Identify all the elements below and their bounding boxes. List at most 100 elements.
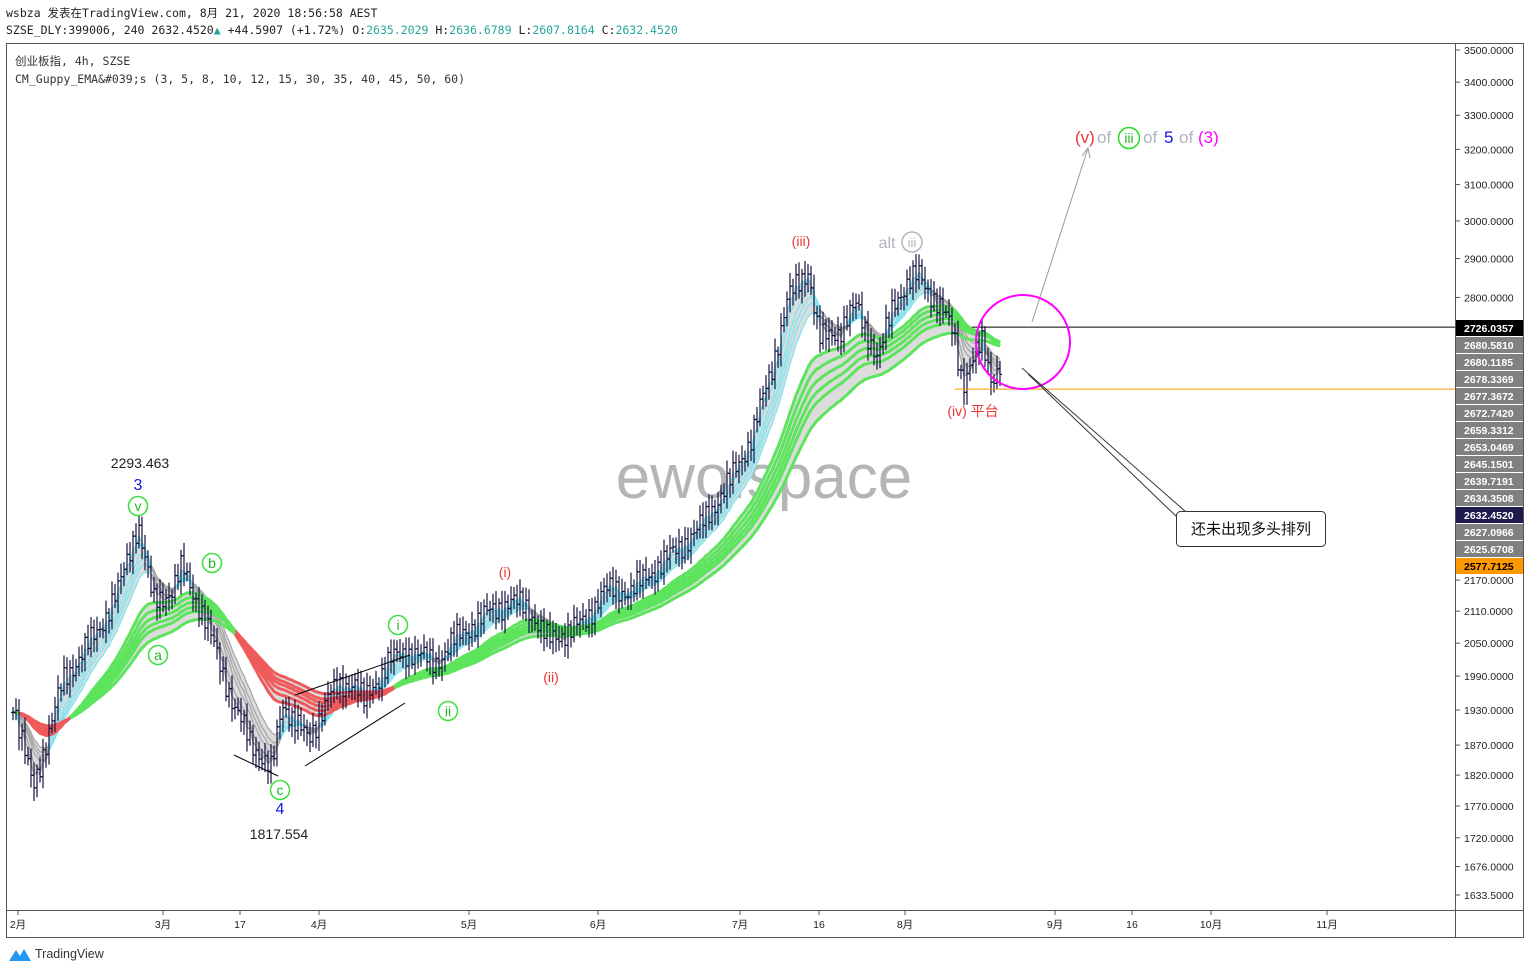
- price-tick-label: 2900.0000: [1464, 254, 1514, 266]
- time-tick-label: 11月: [1316, 919, 1337, 931]
- price-tick-label: 2800.0000: [1464, 292, 1514, 304]
- arrow-head-icon: [1081, 146, 1091, 159]
- price-tick-label: 3100.0000: [1464, 180, 1514, 192]
- wave-ii-circle: [437, 700, 459, 722]
- wedge-upper-line[interactable]: [294, 654, 411, 696]
- price-label: 2677.3672: [1464, 391, 1514, 403]
- ema-12-line: [444, 605, 530, 660]
- high-label: H:: [435, 23, 450, 37]
- tradingview-logo-icon: [9, 949, 31, 961]
- price-label-bg: [1456, 507, 1523, 523]
- time-tick-label: 16: [1126, 919, 1138, 931]
- last-price: 2632.4520: [151, 23, 214, 37]
- ema-5-line: [444, 598, 530, 659]
- price-tick-label: 2110.0000: [1464, 606, 1513, 618]
- author-text: wsbza 发表在TradingView.com, 8月 21, 2020 18…: [6, 6, 378, 20]
- highlight-circle[interactable]: [975, 294, 1071, 390]
- peak-value: 2293.463: [111, 455, 170, 471]
- price-label: 2577.7125: [1464, 561, 1514, 573]
- alt-label: alt: [879, 235, 896, 252]
- ema-40-line: [393, 312, 1001, 690]
- time-tick-label: 3月: [155, 919, 171, 931]
- alt-iii-circle: [901, 231, 923, 253]
- horizontal-lines[interactable]: [955, 326, 1455, 390]
- long-ema-fill: [13, 305, 1000, 736]
- wave-ii-circled-label: ii: [445, 703, 451, 719]
- ema-15-line: [819, 316, 848, 329]
- indicator-legend[interactable]: CM_Guppy_EMA&#039;s (3, 5, 8, 10, 12, 15…: [15, 72, 466, 86]
- up-triangle-icon: ▲: [213, 23, 221, 37]
- tradingview-logo[interactable]: TradingView: [8, 946, 104, 962]
- target-5: 5: [1164, 128, 1173, 147]
- price-tick-label: 3400.0000: [1464, 77, 1514, 89]
- time-tick-label: 5月: [461, 919, 477, 931]
- time-tick-label: 10月: [1200, 919, 1222, 931]
- wave-c-circle: [269, 779, 291, 801]
- ema-15-line: [18, 714, 50, 750]
- ohlc-bar: [998, 360, 1002, 387]
- target-of-3: of: [1179, 128, 1193, 147]
- ema-8-line: [366, 653, 434, 693]
- chart-frame: [6, 43, 1524, 938]
- ema-10-line: [48, 558, 152, 751]
- price-tick-label: 3500.0000: [1464, 45, 1514, 57]
- callout-box[interactable]: [1176, 511, 1326, 547]
- price-label-bg: [1456, 388, 1523, 404]
- callout-text: 还未出现多头排列: [1191, 521, 1311, 538]
- callout-pointer-2: [1027, 373, 1179, 519]
- ema-15-line: [573, 312, 821, 630]
- price-label: 2678.3369: [1464, 374, 1514, 386]
- ema-35-line: [393, 308, 1001, 689]
- author-line: wsbza 发表在TradingView.com, 8月 21, 2020 18…: [6, 5, 377, 21]
- time-tick-label: 7月: [732, 919, 748, 931]
- symbol: SZSE_DLY:399006, 240: [6, 23, 145, 37]
- time-tick-label: 16: [813, 919, 825, 931]
- trendline[interactable]: [233, 754, 279, 777]
- chart-title: 创业板指, 4h, SZSE: [15, 54, 131, 68]
- ema-60-line: [393, 331, 1001, 689]
- price-tick-label: 1633.5000: [1464, 890, 1514, 902]
- target-of-2: of: [1143, 128, 1157, 147]
- ema-15-line: [48, 571, 152, 747]
- guppy-ema-ribbons: [12, 270, 1001, 777]
- time-axis[interactable]: 2月 3月 17 4月 5月 6月 7月 16 8月 9月 16 10月 11月: [10, 910, 1338, 931]
- target-arrow[interactable]: [1031, 147, 1089, 323]
- ema-8-line: [885, 282, 932, 337]
- price-label: 2625.6708: [1464, 544, 1514, 556]
- callout-pointer-1: [1021, 367, 1187, 513]
- drawings[interactable]: [233, 146, 1326, 777]
- price-tick-label: 1676.0000: [1464, 862, 1514, 874]
- price-axis[interactable]: 3500.0000 3400.0000 3300.0000 3200.0000 3100…: [1455, 45, 1523, 902]
- price-label-bg: [1456, 490, 1523, 506]
- wave-iv-label: (iv) 平台: [947, 403, 998, 419]
- price-label-bg: [1456, 354, 1523, 370]
- wave-i-circled-label: i: [396, 617, 399, 633]
- price-tick-label: 1770.0000: [1464, 801, 1514, 813]
- time-tick-label: 2月: [10, 919, 26, 931]
- brand-name: TradingView: [35, 947, 104, 961]
- wave-b-label: b: [208, 555, 216, 571]
- target-3: (3): [1198, 128, 1219, 147]
- wedge-lower-line[interactable]: [304, 702, 406, 767]
- price-label-bg: [1456, 405, 1523, 421]
- price-label: 2680.5810: [1464, 340, 1514, 352]
- wave-c-label: c: [277, 782, 284, 798]
- alt-iii-label: iii: [908, 235, 917, 250]
- price-label: 2680.1185: [1464, 357, 1513, 369]
- ema-10-line: [366, 654, 434, 693]
- wave-v-label: v: [135, 498, 142, 514]
- ema-10-line: [18, 716, 50, 758]
- price-tick-label: 3000.0000: [1464, 216, 1514, 228]
- price-tick-label: 3200.0000: [1464, 144, 1514, 156]
- price-label: 2672.7420: [1464, 408, 1514, 420]
- change: +44.5907 (+1.72%): [227, 23, 346, 37]
- ema-60-line: [18, 711, 71, 728]
- price-tick-label: 3300.0000: [1464, 110, 1514, 122]
- open-label: O:: [352, 23, 367, 37]
- wave-b-circle: [201, 552, 223, 574]
- price-tick-label: 2050.0000: [1464, 638, 1514, 650]
- ema-45-line: [393, 317, 1001, 690]
- price-label: 2726.0357: [1464, 323, 1514, 335]
- target-label: (v) of iii of 5 of (3): [1075, 126, 1219, 150]
